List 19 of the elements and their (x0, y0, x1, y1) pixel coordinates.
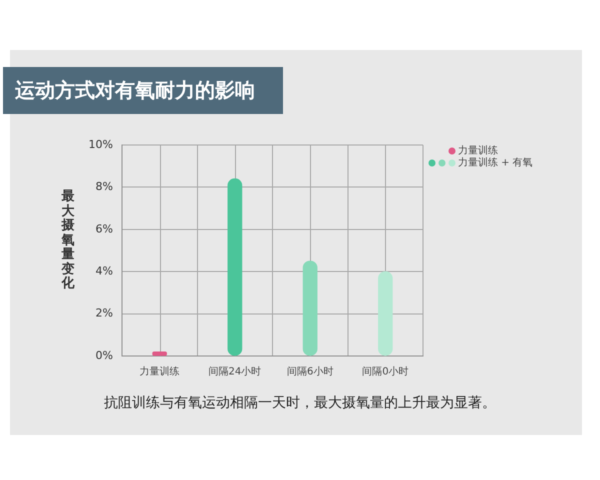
text: 抗阻训练与有氧运动相隔一天时，最大摄氧量的上升最为显著。 (103, 394, 497, 412)
y-tick-label: 6% (96, 222, 113, 236)
bar (152, 351, 167, 356)
y-tick-label: 8% (96, 180, 113, 194)
legend-label: 力量训练 + 有氧 (458, 156, 533, 169)
bar (378, 271, 393, 356)
x-tick-label: 间隔0小时 (362, 366, 409, 378)
y-tick-label: 10% (88, 138, 113, 151)
y-tick-label: 2% (96, 306, 113, 320)
x-tick-label: 间隔24小时 (208, 366, 262, 378)
y-tick-label: 4% (96, 264, 113, 278)
chart-title: 运动方式对有氧耐力的影响 (15, 77, 255, 104)
y-axis-title: 最大摄氧量变化 (61, 189, 75, 292)
bar (302, 260, 318, 356)
y-tick-label: 0% (96, 348, 113, 362)
x-tick-label: 力量训练 (140, 366, 180, 378)
bar (228, 178, 242, 356)
legend-label: 力量训练 (458, 144, 498, 157)
x-tick-label: 间隔6小时 (286, 366, 334, 378)
